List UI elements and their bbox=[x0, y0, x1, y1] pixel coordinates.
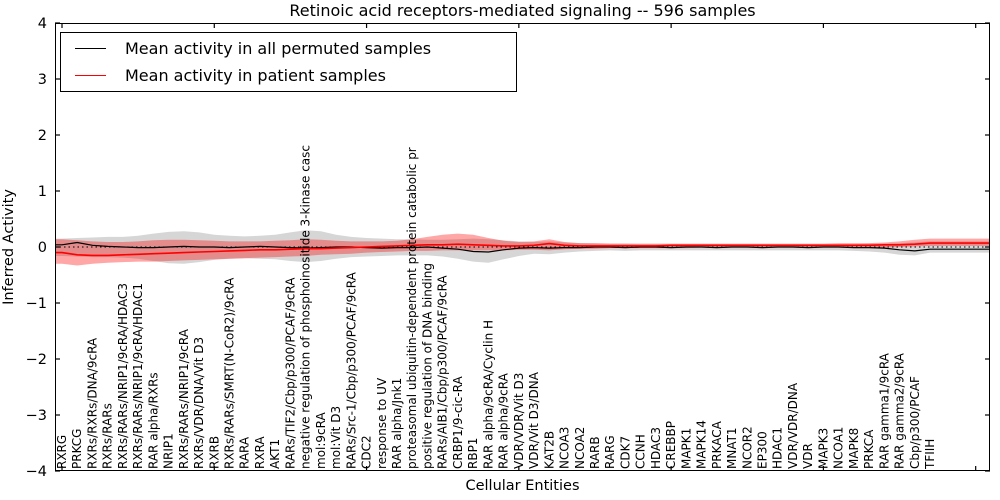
x-tick-label: mol:Vit D3 bbox=[329, 406, 343, 469]
x-tick-label: MAPK1 bbox=[679, 428, 693, 469]
x-tick-label: RXRs/RXRs/DNA/9cRA bbox=[86, 337, 100, 469]
x-tick-label: RAR gamma1/9cRA bbox=[877, 352, 891, 469]
x-tick-label: PRKCA bbox=[862, 429, 876, 469]
red-line-sample-icon bbox=[75, 75, 106, 76]
x-tick-label: RARs/AIB1/Cbp/p300/PCAF/9cRA bbox=[436, 275, 450, 469]
x-tick-label: EP300 bbox=[756, 431, 770, 469]
x-tick-label: CDK7 bbox=[618, 436, 632, 469]
x-tick-label: RAR alpha/RXRs bbox=[146, 372, 160, 469]
y-tick-label: 0 bbox=[38, 240, 47, 256]
y-tick-label: −3 bbox=[26, 408, 47, 424]
x-tick-label: RXRs/RARs/NRIP1/9cRA/HDAC3 bbox=[116, 283, 130, 469]
x-tick-label: TFIIH bbox=[923, 439, 937, 470]
permuted-mean-line bbox=[55, 241, 990, 253]
x-tick-label: AKT1 bbox=[268, 439, 282, 469]
x-tick-label: positive regulation of DNA binding bbox=[421, 263, 435, 469]
x-tick-label: CRBP1/9-cic-RA bbox=[451, 375, 465, 469]
x-tick-label: RBP1 bbox=[466, 438, 480, 469]
x-tick-label: MAPK14 bbox=[695, 420, 709, 469]
x-tick-label: RXRs/RARs/NRIP1/9cRA/HDAC1 bbox=[131, 283, 145, 469]
patient-confidence-band bbox=[55, 233, 990, 266]
x-tick-label: VDR bbox=[801, 443, 815, 469]
legend-entry-permuted: Mean activity in all permuted samples bbox=[75, 38, 516, 60]
x-tick-label: negative regulation of phosphoinositide … bbox=[299, 145, 313, 469]
x-tick-label: VDR/VDR/Vit D3 bbox=[512, 373, 526, 469]
x-tick-label: RARG bbox=[603, 435, 617, 469]
permuted-confidence-band bbox=[55, 230, 990, 264]
x-tick-label: RAR alpha/9cRA bbox=[497, 372, 511, 469]
x-tick-label: VDR/Vit D3/DNA bbox=[527, 371, 541, 469]
y-tick-label: 1 bbox=[38, 184, 47, 200]
legend-label-permuted: Mean activity in all permuted samples bbox=[125, 39, 432, 58]
x-tick-label: proteasomal ubiquitin-dependent protein … bbox=[405, 147, 419, 469]
x-axis-label: Cellular Entities bbox=[465, 478, 580, 494]
x-tick-label: CDC2 bbox=[360, 435, 374, 469]
x-tick-label: PRKACA bbox=[710, 420, 724, 469]
legend-entry-patient: Mean activity in patient samples bbox=[75, 65, 516, 87]
x-tick-label: response to UV bbox=[375, 377, 389, 469]
x-tick-label: NCOR2 bbox=[740, 426, 754, 469]
x-tick-label: RXRG bbox=[55, 435, 69, 469]
y-tick-label: −2 bbox=[26, 352, 47, 368]
x-tick-label: RAR alpha/Jnk1 bbox=[390, 378, 404, 469]
x-tick-label: PRKCG bbox=[70, 429, 84, 469]
x-tick-label: MAPK3 bbox=[816, 428, 830, 469]
x-tick-label: NCOA1 bbox=[832, 427, 846, 469]
x-tick-label: mol:9cRA bbox=[314, 412, 328, 469]
x-tick-label: RXRs/RARs/NRIP1/9cRA bbox=[177, 328, 191, 469]
patient-mean-line bbox=[55, 242, 990, 257]
legend: Mean activity in all permuted samples Me… bbox=[60, 32, 517, 92]
y-tick-label: 2 bbox=[38, 128, 47, 144]
x-tick-label: HDAC1 bbox=[771, 427, 785, 469]
x-tick-label: RARs/TIF2/Cbp/p300/PCAF/9cRA bbox=[283, 277, 297, 469]
y-tick-label: 4 bbox=[38, 16, 47, 32]
x-tick-label: RXRB bbox=[207, 436, 221, 469]
x-tick-label: Cbp/p300/PCAF bbox=[908, 376, 922, 469]
x-tick-label: RARB bbox=[588, 436, 602, 469]
x-tick-label: RAR gamma2/9cRA bbox=[893, 352, 907, 469]
x-tick-label: KAT2B bbox=[542, 431, 556, 469]
x-tick-label: RXRs/VDR/DNA/Vit D3 bbox=[192, 337, 206, 469]
x-tick-label: RAR alpha/9cRA/Cyclin H bbox=[481, 320, 495, 469]
x-tick-label: RXRs/RARs/SMRT(N-CoR2)/9cRA bbox=[223, 277, 237, 469]
x-tick-label: CCNH bbox=[634, 434, 648, 469]
x-tick-label: RARA bbox=[238, 436, 252, 469]
y-tick-label: 3 bbox=[38, 72, 47, 88]
x-tick-label: RXRA bbox=[253, 436, 267, 469]
x-tick-label: CREBBP bbox=[664, 421, 678, 469]
x-tick-label: NRIP1 bbox=[162, 433, 176, 469]
x-tick-label: RXRs/RARs bbox=[101, 403, 115, 469]
chart-title: Retinoic acid receptors-mediated signali… bbox=[289, 1, 756, 20]
x-tick-label: HDAC3 bbox=[649, 427, 663, 469]
x-tick-label: MNAT1 bbox=[725, 427, 739, 469]
x-tick-label: NCOA2 bbox=[573, 427, 587, 469]
x-tick-label: MAPK8 bbox=[847, 428, 861, 469]
y-tick-label: −4 bbox=[26, 464, 47, 480]
x-tick-label: VDR/VDR/DNA bbox=[786, 382, 800, 469]
y-tick-label: −1 bbox=[26, 296, 47, 312]
x-tick-label: RARs/Src-1/Cbp/p300/PCAF/9cRA bbox=[344, 271, 358, 469]
x-tick-label: NCOA3 bbox=[558, 427, 572, 469]
black-line-sample-icon bbox=[75, 48, 106, 49]
legend-label-patient: Mean activity in patient samples bbox=[125, 66, 386, 85]
